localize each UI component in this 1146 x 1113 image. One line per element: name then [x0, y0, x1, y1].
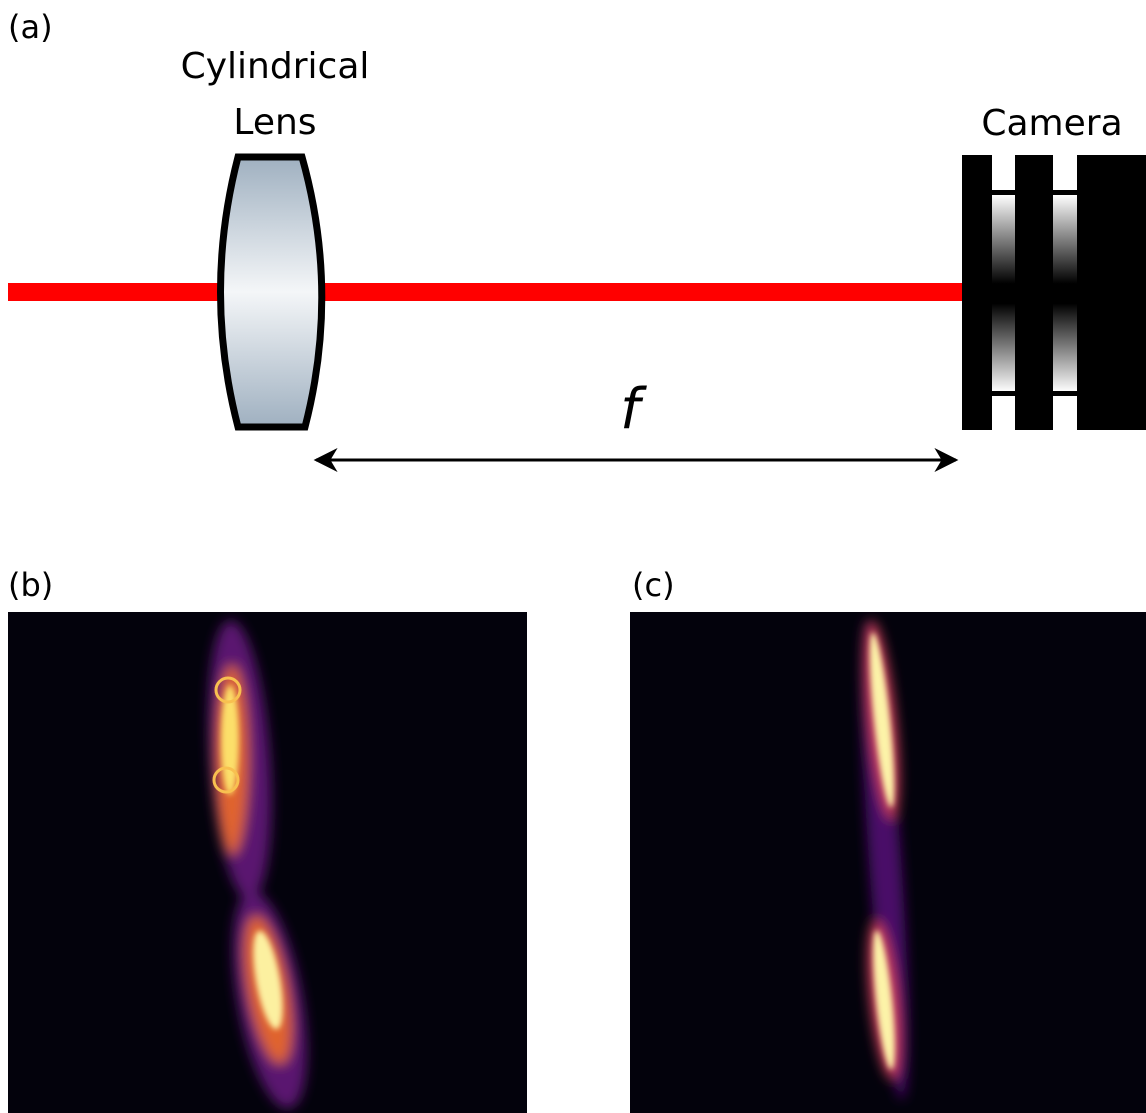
- lens-label: Lens: [233, 102, 316, 143]
- panel-label: (b): [8, 566, 53, 604]
- beam-image: [8, 612, 527, 1113]
- lens: [221, 157, 322, 427]
- beam-image: [630, 612, 1146, 1113]
- panel-label: (a): [8, 8, 53, 46]
- lens-label: Cylindrical: [181, 46, 370, 87]
- figure: (a) Cylindrical Lens Camera f (b) (c): [0, 0, 1146, 1113]
- panel-label: (c): [632, 566, 675, 604]
- laser-beam: [8, 283, 964, 301]
- camera: [962, 155, 1146, 430]
- distance-label: f: [620, 377, 647, 442]
- camera-label: Camera: [981, 103, 1122, 144]
